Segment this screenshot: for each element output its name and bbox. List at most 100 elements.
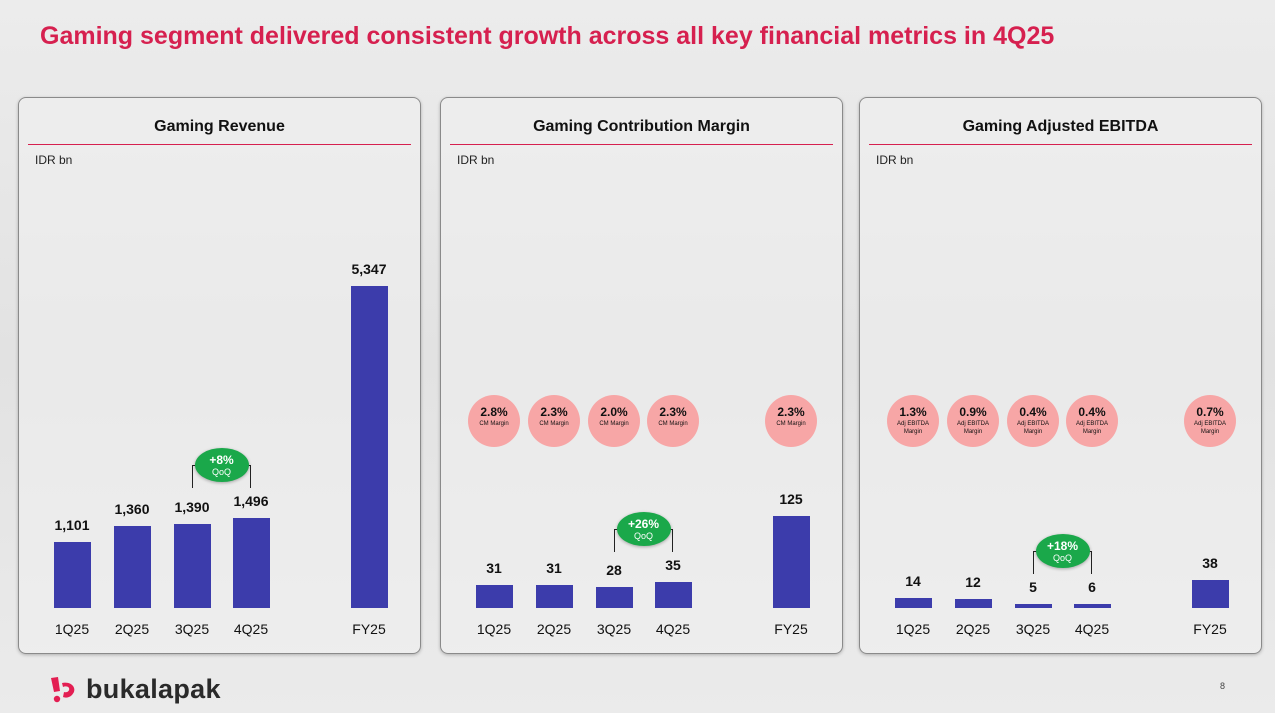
bukalapak-logo: bukalapak: [48, 674, 221, 705]
qoq-value: +26%: [627, 517, 660, 532]
margin-circle: 2.8% CM Margin: [468, 395, 520, 447]
margin-circle: 0.7% Adj EBITDA Margin: [1184, 395, 1236, 447]
bar-3q25: [596, 587, 633, 608]
bar-4q25: [233, 517, 270, 608]
margin-value: 0.7%: [1196, 405, 1224, 419]
bar-3q25: [1015, 604, 1052, 608]
bar-3q25: [174, 524, 211, 608]
value-label: 31: [486, 560, 502, 577]
category-label: 1Q25: [54, 621, 90, 637]
qoq-growth-badge: +8% QoQ: [194, 447, 249, 482]
margin-circle: 1.3% Adj EBITDA Margin: [887, 395, 939, 447]
category-label: FY25: [774, 621, 808, 637]
category-label: FY25: [1193, 621, 1227, 637]
bar-1q25: [476, 585, 513, 608]
margin-circle: 2.3% CM Margin: [528, 395, 580, 447]
chart-title: Gaming Adjusted EBITDA: [962, 118, 1159, 135]
margin-label: CM Margin: [776, 421, 806, 427]
gaming-revenue-panel: Gaming Revenue IDR bn 1,101 1Q25 1,360 2Q25…: [18, 97, 421, 654]
margin-label: Adj EBITDA Margin: [1193, 421, 1226, 435]
unit-label: IDR bn: [876, 153, 914, 167]
qoq-growth-badge: +26% QoQ: [616, 512, 671, 547]
margin-value: 2.3%: [659, 405, 687, 419]
margin-label: CM Margin: [658, 421, 688, 427]
margin-label: Adj EBITDA Margin: [1016, 421, 1049, 435]
bar-4q25: [1074, 603, 1111, 608]
unit-label: IDR bn: [457, 153, 495, 167]
margin-value: 2.8%: [480, 405, 508, 419]
chart-title: Gaming Revenue: [154, 118, 285, 135]
margin-circle: 2.3% CM Margin: [765, 395, 817, 447]
value-label: 1,360: [114, 501, 150, 518]
margin-label: Adj EBITDA Margin: [956, 421, 989, 435]
bukalapak-logo-icon: [51, 676, 75, 702]
category-label: 4Q25: [1074, 621, 1110, 637]
brand-name: bukalapak: [86, 674, 221, 704]
qoq-label: QoQ: [211, 466, 231, 477]
value-label: 1,390: [174, 499, 210, 516]
category-label: 1Q25: [476, 621, 512, 637]
margin-circle: 0.4% Adj EBITDA Margin: [1007, 395, 1059, 447]
value-label: 31: [546, 560, 562, 577]
bar-fy25: [351, 286, 388, 608]
category-label: 3Q25: [596, 621, 632, 637]
margin-value: 0.9%: [959, 405, 987, 419]
value-label: 38: [1202, 555, 1218, 571]
title-divider: [450, 144, 833, 145]
category-label: 1Q25: [895, 621, 931, 637]
title-divider: [28, 144, 411, 145]
page-title: Gaming segment delivered consistent grow…: [40, 22, 1055, 50]
bar-1q25: [895, 597, 932, 608]
value-label: 35: [665, 557, 681, 574]
qoq-value: +18%: [1046, 538, 1079, 553]
margin-label: Adj EBITDA Margin: [1075, 421, 1108, 435]
value-label: 14: [905, 572, 921, 589]
margin-circle: 2.0% CM Margin: [588, 395, 640, 447]
margin-label: CM Margin: [539, 421, 569, 427]
margin-value: 0.4%: [1078, 405, 1106, 419]
gaming-contribution-margin-panel: Gaming Contribution Margin IDR bn 31 1Q25…: [440, 97, 843, 654]
margin-label: CM Margin: [599, 421, 629, 427]
bar-1q25: [54, 541, 91, 608]
category-label: 2Q25: [955, 621, 991, 637]
margin-circle: 0.9% Adj EBITDA Margin: [947, 395, 999, 447]
bar-fy25: [773, 515, 810, 608]
margin-circle: 2.3% CM Margin: [647, 395, 699, 447]
category-label: 3Q25: [174, 621, 210, 637]
value-label: 1,496: [233, 492, 269, 509]
value-label: 1,101: [54, 516, 90, 533]
category-label: FY25: [352, 621, 386, 637]
value-label: 12: [965, 574, 981, 591]
bar-fy25: [1192, 580, 1229, 608]
margin-value: 2.3%: [777, 405, 805, 419]
qoq-label: QoQ: [633, 531, 653, 542]
title-divider: [869, 144, 1252, 145]
value-label: 125: [779, 490, 803, 507]
qoq-value: +8%: [209, 452, 234, 467]
margin-value: 2.0%: [600, 405, 628, 419]
bar-4q25: [655, 582, 692, 608]
category-label: 4Q25: [655, 621, 691, 637]
margin-value: 1.3%: [899, 405, 927, 419]
category-label: 3Q25: [1015, 621, 1051, 637]
margin-value: 2.3%: [540, 405, 568, 419]
value-label: 5: [1029, 579, 1037, 596]
bar-2q25: [536, 585, 573, 608]
unit-label: IDR bn: [35, 153, 73, 167]
bar-2q25: [114, 526, 151, 608]
margin-value: 0.4%: [1019, 405, 1047, 419]
value-label: 28: [606, 562, 622, 579]
margin-label: Adj EBITDA Margin: [896, 421, 929, 435]
category-label: 2Q25: [114, 621, 150, 637]
chart-title: Gaming Contribution Margin: [533, 118, 750, 135]
value-label: 5,347: [351, 261, 387, 277]
category-label: 4Q25: [233, 621, 269, 637]
page-number: 8: [1219, 681, 1225, 691]
category-label: 2Q25: [536, 621, 572, 637]
qoq-label: QoQ: [1052, 552, 1072, 563]
value-label: 6: [1088, 578, 1096, 595]
margin-label: CM Margin: [479, 421, 509, 427]
qoq-growth-badge: +18% QoQ: [1035, 533, 1090, 568]
bar-2q25: [955, 599, 992, 608]
margin-circle: 0.4% Adj EBITDA Margin: [1066, 395, 1118, 447]
